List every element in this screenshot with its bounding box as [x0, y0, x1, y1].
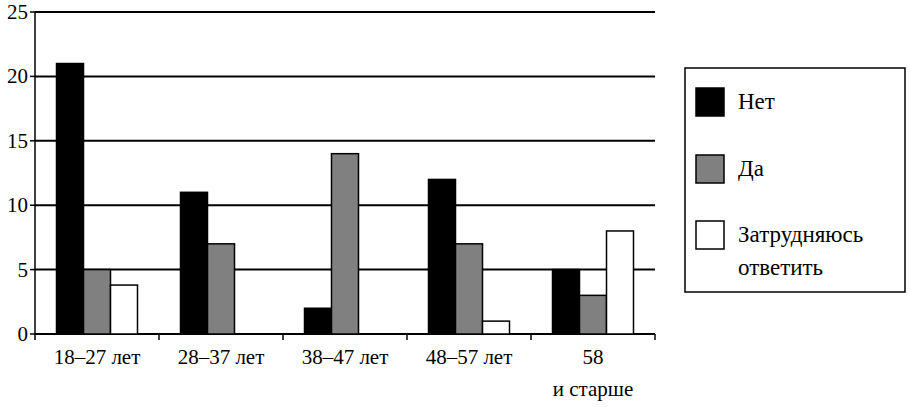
text-line: 28–37 лет — [178, 345, 265, 369]
bar — [429, 179, 456, 334]
bar — [332, 154, 359, 334]
legend-label: Да — [738, 156, 764, 181]
text-line: 48–57 лет — [426, 345, 513, 369]
grid-line — [35, 140, 655, 142]
bar — [57, 64, 84, 334]
bar — [305, 308, 332, 334]
text-line: 38–47 лет — [302, 345, 389, 369]
text-line: Да — [738, 156, 764, 181]
x-tick-label: 58 и старше — [553, 345, 634, 401]
bar — [208, 244, 235, 334]
x-tick — [282, 334, 284, 340]
bar — [181, 192, 208, 334]
text-line: 58 — [583, 345, 604, 369]
text-line: и старше — [553, 377, 634, 401]
x-tick — [158, 334, 160, 340]
x-tick — [34, 334, 36, 340]
y-tick-label: 20 — [7, 64, 28, 88]
bar — [456, 244, 483, 334]
legend-swatch — [696, 88, 724, 116]
x-tick — [530, 334, 532, 340]
bar — [359, 333, 386, 334]
x-tick-label: 48–57 лет — [426, 345, 513, 369]
legend-swatch — [696, 155, 724, 183]
grid-line — [35, 75, 655, 77]
bar — [607, 231, 634, 334]
bar — [483, 321, 510, 334]
bar — [235, 333, 262, 334]
legend-label: Затрудняюсь ответить — [738, 222, 863, 280]
bar — [111, 285, 138, 334]
x-tick-label: 38–47 лет — [302, 345, 389, 369]
y-tick-label: 10 — [7, 193, 28, 217]
y-axis — [34, 12, 36, 334]
text-line: ответить — [738, 255, 823, 280]
x-tick — [406, 334, 408, 340]
text-line: Затрудняюсь — [738, 222, 863, 247]
text-line: 18–27 лет — [54, 345, 141, 369]
legend-box — [685, 68, 905, 292]
bar — [580, 295, 607, 334]
y-tick-label: 0 — [18, 322, 29, 346]
bar — [84, 270, 111, 334]
bar — [553, 270, 580, 334]
y-tick-label: 25 — [7, 0, 28, 24]
x-tick-label: 18–27 лет — [54, 345, 141, 369]
grid-line — [35, 11, 655, 13]
legend: Нет Да Затрудняюсь ответить — [685, 68, 905, 292]
x-tick — [654, 334, 656, 340]
text-line: Нет — [738, 89, 775, 114]
legend-swatch — [696, 221, 724, 249]
x-tick-label: 28–37 лет — [178, 345, 265, 369]
legend-label: Нет — [738, 89, 775, 114]
y-tick-label: 15 — [7, 129, 28, 153]
bars — [57, 64, 634, 334]
y-tick-label: 5 — [18, 258, 29, 282]
chart: 0 5 10 15 20 25 18–27 лет 28–37 лет 38–47 лет 48–… — [0, 0, 911, 407]
